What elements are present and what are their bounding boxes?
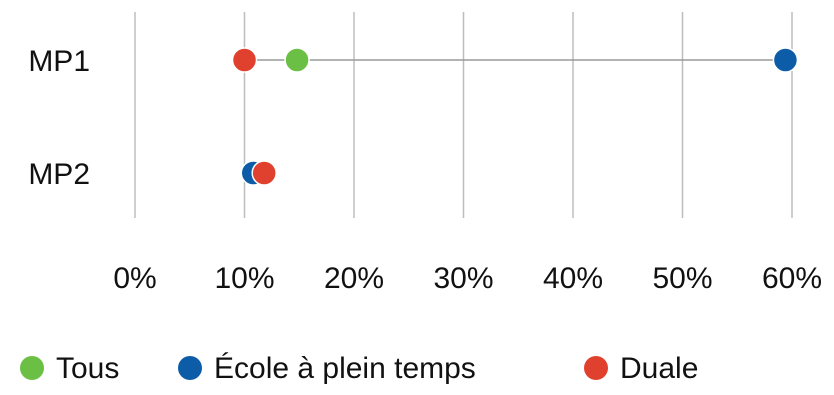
x-tick-label-1: 10% <box>214 262 274 295</box>
category-labels: MP1 MP2 <box>28 45 90 191</box>
legend-label-2: Duale <box>620 352 698 385</box>
data-points <box>231 47 799 186</box>
data-point-s1-mp1 <box>772 47 799 73</box>
data-point-s0-mp1 <box>284 47 310 73</box>
legend-label-0: Tous <box>56 352 119 385</box>
x-tick-label-6: 60% <box>762 262 822 295</box>
legend: Tous École à plein temps Duale <box>20 352 698 385</box>
data-point-s2-mp1 <box>231 47 258 73</box>
legend-marker-1 <box>178 356 202 380</box>
category-label-mp2: MP2 <box>28 158 90 191</box>
data-point-s2-mp2 <box>251 160 277 186</box>
category-label-mp1: MP1 <box>28 45 90 78</box>
x-tick-label-2: 20% <box>324 262 384 295</box>
x-tick-label-0: 0% <box>113 262 156 295</box>
x-tick-label-4: 40% <box>543 262 603 295</box>
x-tick-label-3: 30% <box>433 262 493 295</box>
legend-marker-0 <box>20 356 44 380</box>
legend-marker-2 <box>584 356 608 380</box>
x-tick-label-5: 50% <box>652 262 712 295</box>
legend-label-1: École à plein temps <box>214 352 476 385</box>
x-axis-tick-labels: 0% 10% 20% 30% 40% 50% 60% <box>113 262 822 295</box>
connector-lines <box>244 59 786 174</box>
gridlines <box>134 12 793 218</box>
